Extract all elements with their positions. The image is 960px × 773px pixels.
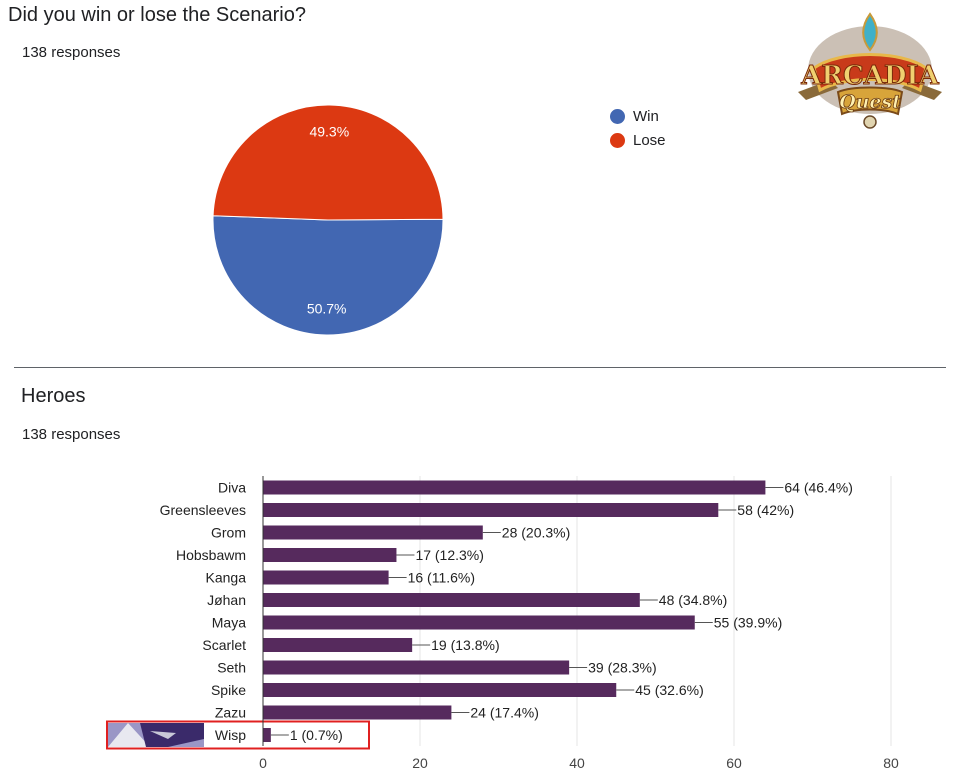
y-tick-label-wisp: Wisp [215,727,246,743]
data-label-scarlet: 19 (13.8%) [431,637,499,653]
bar-maya [263,615,695,630]
heroes-question-title: Heroes [21,385,86,407]
data-label-hobsbawm: 17 (12.3%) [415,547,483,563]
pie-slice-label-lose: 49.3% [309,123,349,139]
x-tick-label: 40 [569,755,585,771]
logo-text-bottom: Quest [839,91,901,113]
y-tick-label-kanga: Kanga [206,570,247,586]
y-tick-label-scarlet: Scarlet [202,637,246,653]
y-tick-label-grom: Grom [211,525,246,541]
pie-response-count: 138 responses [22,44,121,61]
pie-slice-lose [212,104,444,221]
wisp-highlight-box [106,720,370,750]
data-label-wisp: 1 (0.7%) [290,727,343,743]
data-label-greensleeves: 58 (42%) [737,502,794,518]
bar-grom [263,525,483,540]
pie-question-title: Did you win or lose the Scenario? [8,4,306,26]
x-tick-label: 60 [726,755,742,771]
heroes-bar-chart: 0 20 40 60 80 Diva 64 (46.4%) Greensleeves 58 (4… [106,476,899,771]
y-tick-label-zazu: Zazu [215,705,246,721]
section-divider [14,367,946,368]
legend-swatch-win [610,108,625,124]
bar-kanga [263,570,389,585]
y-tick-label-greensleeves: Greensleeves [160,502,246,518]
bar-seth [263,660,570,675]
bar-zazu [263,705,452,720]
pie-slice-label-win: 50.7% [307,301,347,317]
bar-spike [263,683,617,697]
y-tick-label-j-han: Jøhan [207,592,246,608]
legend-item-win: Win [610,104,666,128]
x-tick-label: 20 [412,755,428,771]
logo-graphic: ARCADIA Quest [798,12,942,129]
data-label-diva: 64 (46.4%) [784,480,852,496]
legend-label-lose: Lose [633,131,666,149]
y-tick-label-spike: Spike [211,682,246,698]
x-tick-label: 0 [259,755,267,771]
bar-wisp [263,728,271,742]
bar-j-han [263,593,640,607]
bar-hobsbawm [263,548,397,562]
legend-item-lose: Lose [610,128,666,152]
legend-swatch-lose [610,132,625,148]
pie-slice-win [212,215,444,336]
bar-scarlet [263,638,413,652]
bar-diva [263,480,766,495]
y-tick-label-hobsbawm: Hobsbawm [176,547,246,563]
legend-label-win: Win [633,107,659,125]
pie-chart: 50.7% 49.3% [212,104,444,336]
wisp-portrait-thumbnail [108,723,204,747]
y-tick-label-maya: Maya [212,615,246,631]
logo-text-top: ARCADIA [800,61,939,91]
bar-greensleeves [263,503,719,517]
data-label-spike: 45 (32.6%) [635,682,703,698]
y-tick-label-seth: Seth [217,660,246,676]
pie-legend: Win Lose [610,104,666,152]
data-label-j-han: 48 (34.8%) [659,592,727,608]
x-tick-label: 80 [883,755,899,771]
heroes-response-count: 138 responses [22,426,121,443]
data-label-maya: 55 (39.9%) [714,615,782,631]
y-tick-label-diva: Diva [218,480,246,496]
data-label-zazu: 24 (17.4%) [470,705,538,721]
data-label-kanga: 16 (11.6%) [408,570,475,586]
data-label-seth: 39 (28.3%) [588,660,656,676]
data-label-grom: 28 (20.3%) [502,525,570,541]
arcadia-quest-logo: ARCADIA Quest [790,10,950,132]
